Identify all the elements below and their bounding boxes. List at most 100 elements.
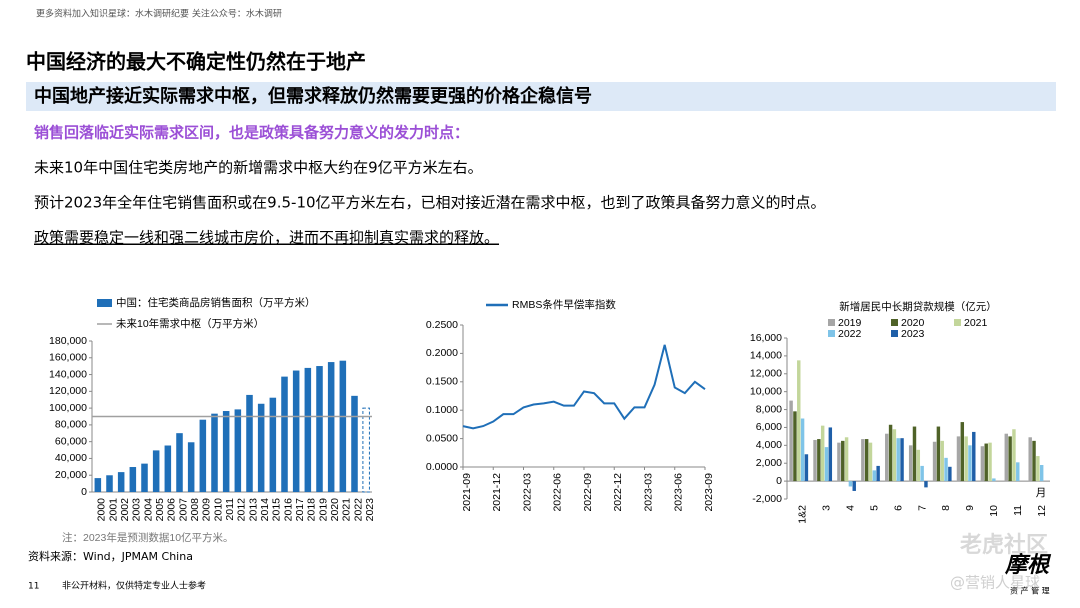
y-tick-label: 100,000 xyxy=(49,402,87,414)
x-tick-label: 2023-03 xyxy=(642,473,654,512)
bar xyxy=(885,433,889,482)
bar xyxy=(956,436,961,482)
bar xyxy=(980,446,985,482)
legend-swatch xyxy=(828,330,835,337)
bar xyxy=(817,439,821,482)
legend-swatch xyxy=(954,319,961,326)
bar xyxy=(916,449,921,482)
subtitle-band xyxy=(26,82,1056,111)
x-tick-label: 2018 xyxy=(306,498,318,522)
bar xyxy=(964,436,968,482)
page-number: 11 xyxy=(28,582,39,592)
chart-title: 新增居民中长期贷款规模（亿元） xyxy=(839,300,997,313)
bar xyxy=(852,481,856,491)
x-tick-label: 2019 xyxy=(317,498,329,522)
bar xyxy=(804,454,809,482)
bar xyxy=(362,407,370,493)
y-tick-label: 10,000 xyxy=(750,385,782,397)
y-tick-label: 0.2500 xyxy=(426,319,458,331)
x-unit: 月 xyxy=(1036,487,1047,499)
bar xyxy=(1032,440,1036,482)
x-tick-label: 2011 xyxy=(224,498,236,521)
source: 资料来源：Wind，JPMAM China xyxy=(28,549,193,563)
y-tick-label: 0 xyxy=(81,486,87,498)
bar xyxy=(876,465,880,482)
y-tick-label: 14,000 xyxy=(750,350,782,362)
bar xyxy=(789,400,793,482)
x-tick-label: 5 xyxy=(868,505,880,511)
x-tick-label: 2004 xyxy=(142,498,154,522)
x-tick-label: 1&2 xyxy=(797,505,809,524)
bar xyxy=(351,395,358,492)
bar xyxy=(222,411,230,492)
x-tick-label: 2016 xyxy=(282,498,294,522)
bar xyxy=(292,370,300,492)
bar xyxy=(117,472,125,492)
y-tick-label: 2,000 xyxy=(756,457,782,469)
bar xyxy=(960,422,965,482)
x-tick-label: 12 xyxy=(1036,505,1048,517)
legend-label: 2022 xyxy=(838,328,862,340)
y-tick-label: 8,000 xyxy=(756,403,782,415)
y-tick-label: 16,000 xyxy=(750,332,782,344)
x-tick-label: 2013 xyxy=(247,498,259,522)
x-tick-label: 2022 xyxy=(352,498,364,522)
footer: 非公开材料，仅供特定专业人士参考 xyxy=(62,580,206,592)
x-tick-label: 2010 xyxy=(212,498,224,522)
slide-title: 中国经济的最大不确定性仍然在于地产 xyxy=(26,50,366,74)
x-tick-label: 2002 xyxy=(119,498,131,522)
point: 预计2023年全年住宅销售面积或在9.5-10亿平方米左右，已相对接近潜在需求中… xyxy=(34,194,826,212)
legend-swatch xyxy=(828,319,835,326)
point: 未来10年中国住宅类房地产的新增需求中枢大约在9亿平方米左右。 xyxy=(34,159,483,177)
x-tick-label: 2022-09 xyxy=(582,473,594,512)
bar xyxy=(972,431,976,482)
y-tick-label: 180,000 xyxy=(49,335,87,347)
legend-swatch xyxy=(891,330,898,337)
logo: 摩根 xyxy=(1004,552,1052,578)
bar xyxy=(793,411,797,482)
x-tick-label: 2008 xyxy=(189,498,201,522)
x-tick-label: 2022-03 xyxy=(521,473,533,512)
bar xyxy=(920,465,924,482)
bar xyxy=(316,366,323,492)
bar xyxy=(900,438,904,482)
x-tick-label: 2017 xyxy=(294,498,306,522)
x-tick-label: 2014 xyxy=(259,498,271,522)
bar xyxy=(992,478,996,482)
y-tick-label: 0.0000 xyxy=(426,461,458,473)
bar xyxy=(944,457,948,482)
y-tick-label: 120,000 xyxy=(49,385,87,397)
x-tick-label: 10 xyxy=(988,505,1000,517)
watermark: @营销人星球 xyxy=(950,574,1040,592)
bar xyxy=(176,433,183,492)
y-tick-label: 60,000 xyxy=(55,435,87,447)
x-tick-label: 2000 xyxy=(96,498,108,522)
bar xyxy=(187,442,195,492)
legend-label: 未来10年需求中枢（万平方米） xyxy=(116,317,264,330)
legend-swatch xyxy=(97,299,112,307)
legend-label: 2019 xyxy=(838,317,862,329)
x-tick-label: 9 xyxy=(964,505,976,511)
lead: 销售回落临近实际需求区间，也是政策具备努力意义的发力时点： xyxy=(34,124,469,142)
bar xyxy=(896,438,900,482)
bar xyxy=(94,478,102,492)
y-tick-label: 0 xyxy=(776,475,782,487)
note: 注：2023年是预测数据10亿平方米。 xyxy=(62,531,234,544)
x-tick-label: 8 xyxy=(940,505,952,511)
legend-label: 2020 xyxy=(901,317,925,329)
y-tick-label: 20,000 xyxy=(55,469,87,481)
x-tick-label: 2007 xyxy=(177,498,189,522)
bar xyxy=(1008,436,1012,482)
x-tick-label: 2021-09 xyxy=(461,473,473,512)
bar xyxy=(269,397,277,492)
bar xyxy=(211,413,218,492)
bar xyxy=(257,403,265,492)
bar xyxy=(304,367,312,492)
x-tick-label: 7 xyxy=(916,505,928,511)
bar xyxy=(936,426,941,482)
bar xyxy=(841,440,845,482)
bar xyxy=(813,439,817,482)
watermark: 老虎社区 xyxy=(959,532,1048,558)
